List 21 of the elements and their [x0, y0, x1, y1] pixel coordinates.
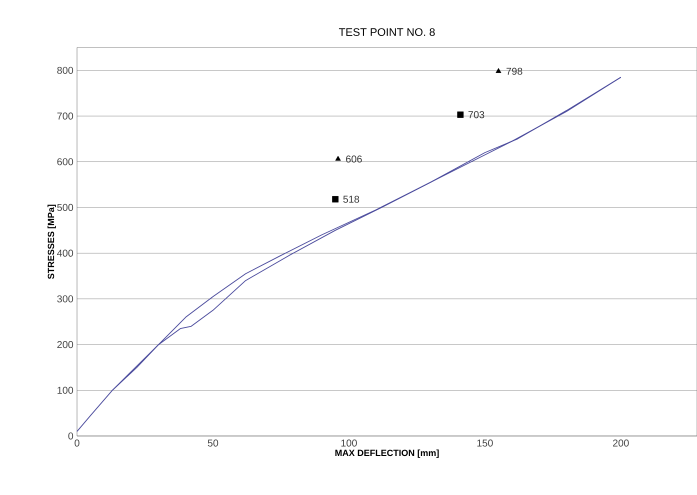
x-tick-label: 150	[477, 440, 493, 447]
y-tick-label: 100	[58, 386, 74, 394]
data-label: 798	[506, 68, 522, 75]
y-tick-label: 500	[57, 204, 74, 212]
x-axis-title: MAX DEFLECTION [mm]	[335, 449, 439, 458]
x-tick-label: 0	[74, 440, 80, 447]
x-tick-label: 200	[613, 440, 629, 447]
data-label: 703	[468, 111, 484, 118]
y-tick-label: 200	[57, 341, 74, 348]
y-tick-label: 400	[57, 250, 74, 257]
data-label: 518	[343, 196, 360, 203]
y-tick-label: 600	[57, 158, 74, 166]
x-tick-label: 100	[341, 440, 357, 447]
y-axis-title: STRESSES [MPa]	[48, 204, 56, 279]
chart-title: TEST POINT NO. 8	[338, 28, 435, 36]
y-tick-label: 0	[68, 432, 74, 440]
y-tick-label: 300	[57, 295, 74, 302]
y-tick-label: 700	[57, 112, 74, 120]
data-label: 606	[346, 155, 362, 163]
y-tick-label: 800	[57, 66, 74, 74]
x-tick-label: 50	[208, 440, 218, 447]
